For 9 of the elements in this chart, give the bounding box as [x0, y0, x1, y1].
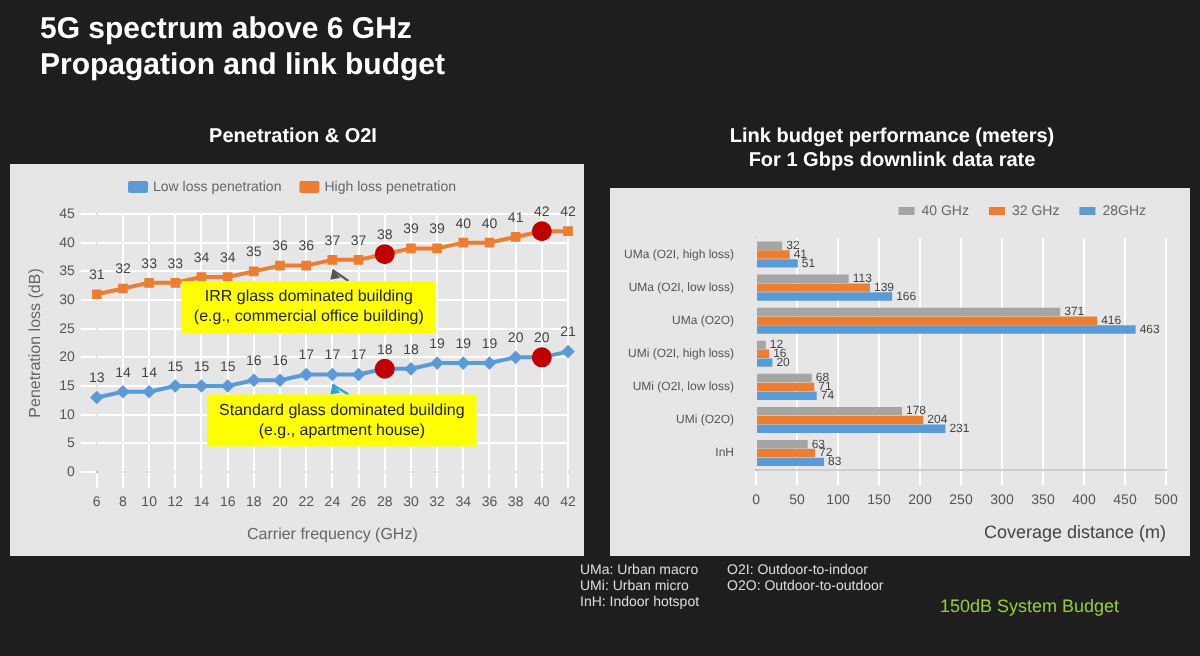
x-axis-title: Carrier frequency (GHz) [247, 524, 419, 543]
annotation: IRR glass dominated building (e.g., commercial office building) [193, 287, 425, 326]
chart-title: Link budget performance (meters) For 1 Gbps downlink data rate [729, 125, 1055, 172]
text: 150dB System Budget [940, 596, 1120, 616]
annotation: Standard glass dominated building (e.g., apartment house) [219, 400, 465, 439]
text: 5G spectrum above 6 GHz Propagation and link budget [40, 12, 445, 84]
chart-title: Penetration & O2I [209, 125, 378, 148]
x-axis-title: Coverage distance (m) [983, 522, 1166, 543]
y-axis-title: Penetration loss (dB) [26, 267, 45, 418]
